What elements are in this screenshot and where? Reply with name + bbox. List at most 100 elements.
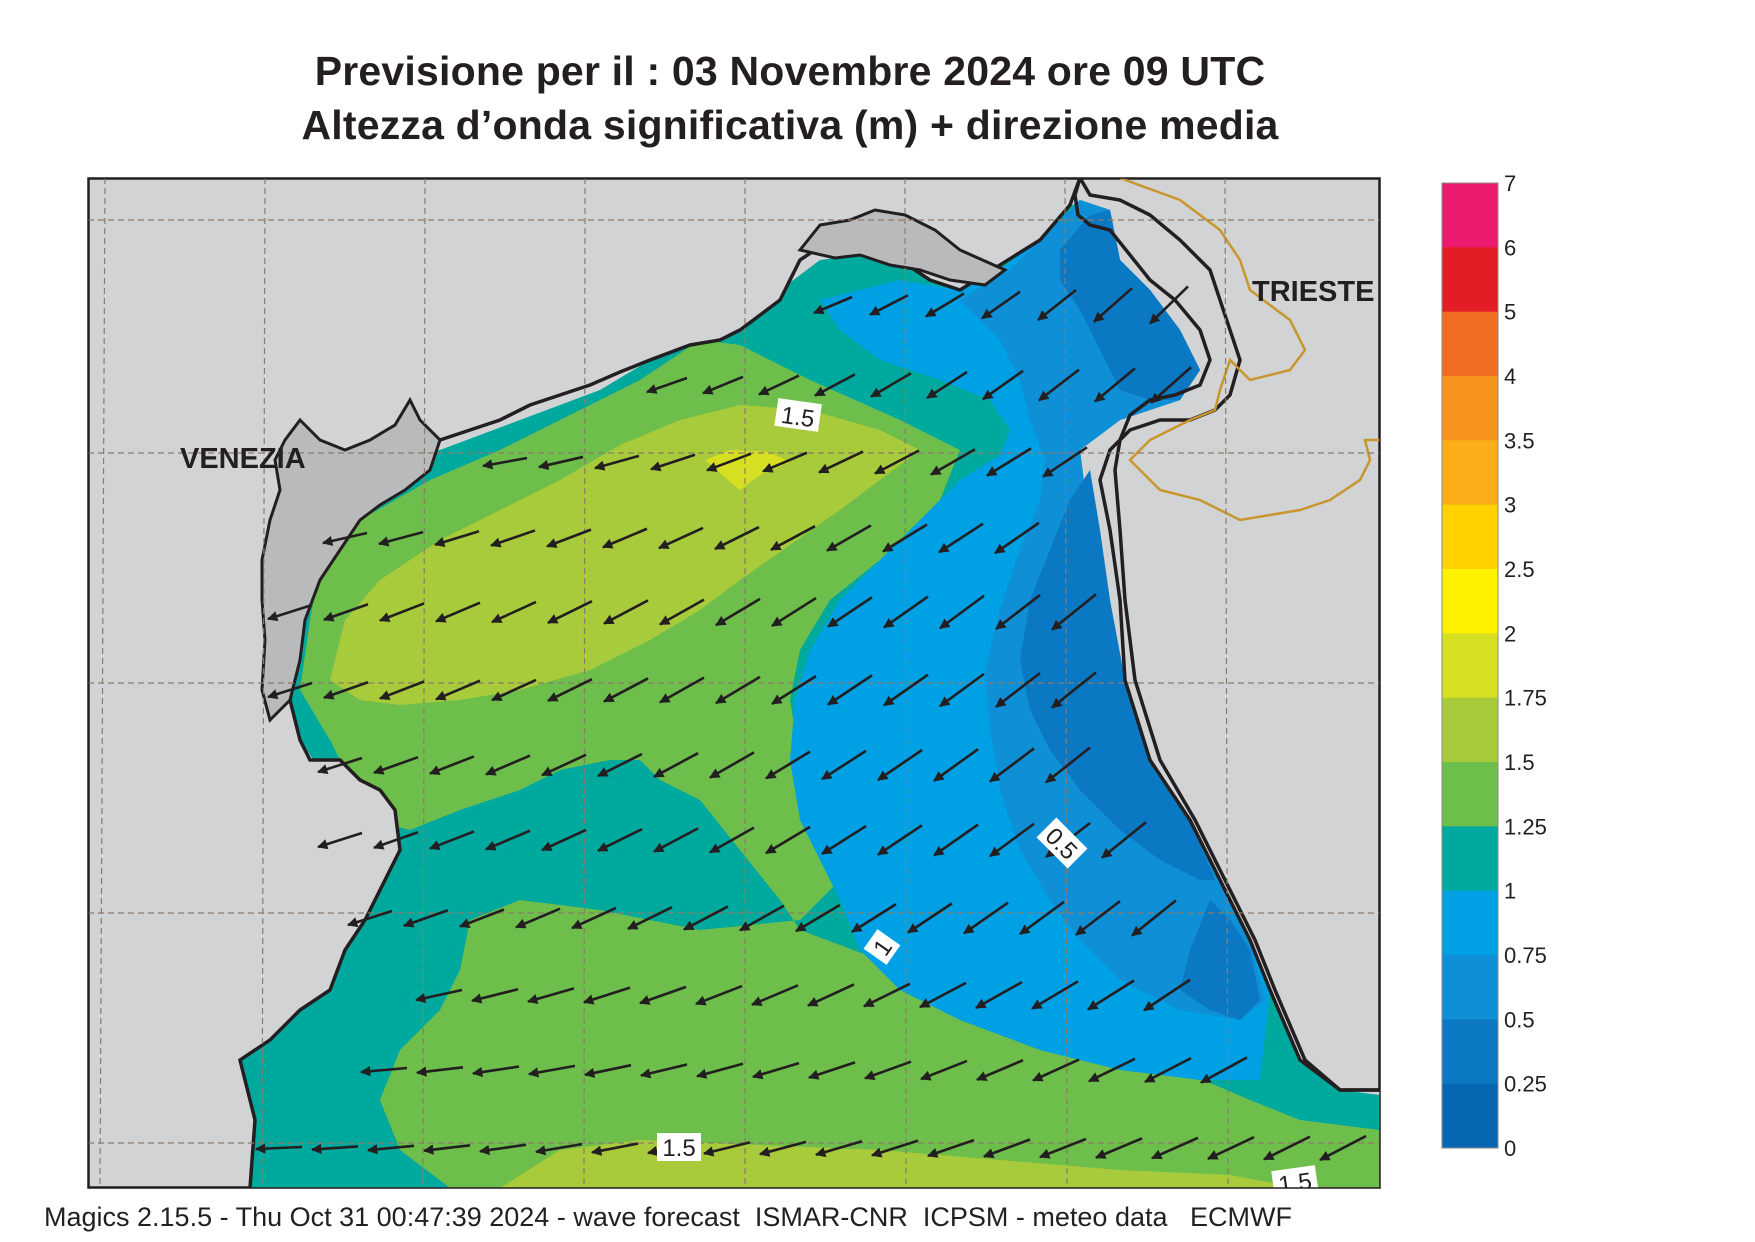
direction-arrow — [714, 525, 760, 551]
sea-band-1.5-1.75 — [330, 405, 920, 705]
direction-arrow — [1088, 1057, 1136, 1083]
colorbar-tick-label: 7 — [1504, 171, 1516, 196]
direction-arrow — [590, 1142, 639, 1156]
direction-arrow — [1095, 1137, 1143, 1159]
direction-arrow — [907, 902, 953, 934]
direction-arrow — [939, 672, 985, 708]
direction-arrow — [593, 454, 640, 471]
direction-arrow — [527, 1064, 576, 1078]
direction-arrow — [491, 678, 537, 702]
direction-arrow — [478, 1143, 527, 1156]
direction-arrow — [659, 676, 705, 704]
direction-arrow — [627, 906, 673, 930]
direction-arrow — [485, 754, 531, 776]
direction-arrow — [1038, 368, 1080, 402]
colorbar-tick-label: 2 — [1504, 621, 1516, 646]
colorbar-tick-label: 0.5 — [1504, 1007, 1535, 1032]
direction-arrow — [1032, 1058, 1080, 1082]
direction-arrow — [470, 987, 519, 1004]
colorbar-band — [1442, 1019, 1498, 1085]
national-border — [1119, 178, 1380, 522]
colorbar-band — [1442, 955, 1498, 1020]
direction-arrow — [771, 675, 817, 705]
direction-arrow — [976, 1059, 1024, 1081]
direction-arrow — [975, 980, 1023, 1010]
direction-arrow — [1087, 979, 1135, 1011]
direction-arrow — [659, 598, 705, 626]
direction-arrow — [863, 982, 911, 1008]
direction-arrow — [373, 831, 419, 850]
direction-arrow — [963, 901, 1009, 935]
svg-text:1.5: 1.5 — [1277, 1168, 1314, 1199]
direction-arrow — [1131, 899, 1177, 937]
direction-arrow — [826, 524, 872, 552]
direction-arrow — [323, 681, 369, 700]
colorbar-band — [1442, 440, 1498, 506]
direction-arrow — [541, 828, 587, 852]
direction-arrow — [770, 525, 816, 551]
colorbar-band — [1442, 247, 1498, 313]
direction-arrow — [1094, 367, 1136, 403]
direction-arrow — [883, 673, 929, 707]
sea-band-0.25-0.5-east — [1020, 470, 1215, 880]
direction-arrow — [546, 528, 592, 548]
direction-arrow — [571, 906, 617, 930]
direction-arrow — [995, 593, 1041, 631]
direction-arrow — [1051, 593, 1097, 631]
direction-arrow — [933, 823, 979, 857]
direction-arrow — [821, 824, 867, 856]
colorbar-frame — [1441, 182, 1499, 1149]
direction-arrow — [938, 522, 984, 554]
direction-arrow — [715, 675, 761, 705]
direction-arrow — [752, 1061, 800, 1080]
direction-arrow — [986, 447, 1032, 477]
direction-arrow — [434, 530, 480, 547]
direction-arrow — [658, 526, 704, 550]
direction-arrow — [653, 752, 699, 778]
colorbar-band — [1442, 569, 1498, 634]
direction-arrow — [813, 295, 853, 315]
direction-arrow — [1045, 746, 1091, 784]
direction-arrow — [695, 984, 743, 1006]
direction-arrow — [925, 292, 965, 318]
contour-label-4: 1.5 — [657, 1133, 701, 1162]
direction-arrow — [877, 824, 923, 856]
direction-arrow — [939, 594, 985, 630]
direction-arrow — [490, 529, 536, 548]
colorbar-band — [1442, 183, 1498, 248]
direction-arrow — [871, 1139, 919, 1158]
footer-credits: Magics 2.15.5 - Thu Oct 31 00:47:39 2024… — [44, 1202, 1292, 1232]
direction-arrow — [377, 530, 424, 547]
direction-arrow — [485, 829, 531, 851]
direction-arrow — [808, 1061, 856, 1080]
trieste-land — [1077, 178, 1380, 1092]
direction-arrow — [933, 748, 979, 782]
lagoon-grado — [797, 208, 1008, 287]
colorbar-band — [1442, 826, 1498, 892]
direction-arrow — [874, 449, 920, 475]
direction-arrow — [403, 909, 449, 928]
direction-arrow — [927, 1138, 975, 1158]
direction-arrow — [869, 294, 909, 316]
direction-arrow — [317, 756, 363, 775]
direction-arrow — [851, 903, 897, 933]
colorbar-tick-label: 6 — [1504, 235, 1516, 260]
colorbar-band — [1442, 376, 1498, 441]
direction-arrow — [706, 452, 752, 472]
direction-arrow — [926, 370, 968, 400]
colorbar-tick-label: 2.5 — [1504, 557, 1535, 582]
direction-arrow — [534, 1142, 583, 1156]
direction-arrow — [373, 755, 419, 775]
colorbar-tick-label: 4 — [1504, 364, 1516, 389]
direction-arrow — [1149, 285, 1189, 325]
direction-arrow — [883, 595, 929, 629]
direction-arrow — [762, 451, 808, 473]
direction-arrow — [415, 1066, 464, 1077]
direction-arrow — [877, 748, 923, 782]
direction-arrow — [827, 674, 873, 706]
direction-arrow — [1144, 1056, 1192, 1084]
direction-arrow — [639, 1063, 688, 1079]
direction-arrow — [1200, 1056, 1248, 1084]
colorbar-band — [1442, 697, 1498, 763]
